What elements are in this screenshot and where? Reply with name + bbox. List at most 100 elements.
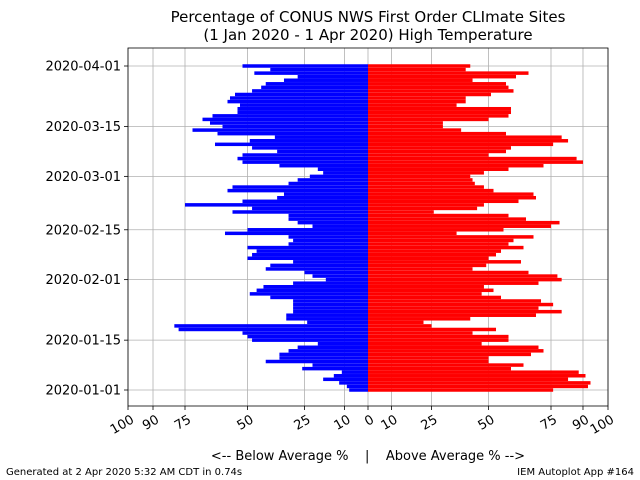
below-average-bar	[263, 285, 368, 289]
x-tick-label: 75	[172, 412, 194, 433]
below-average-bar	[312, 363, 368, 367]
above-average-bar	[368, 192, 534, 196]
above-average-bar	[368, 185, 484, 189]
below-average-bar	[242, 199, 368, 204]
below-average-bar	[333, 374, 368, 378]
above-average-bar	[368, 153, 489, 157]
above-average-bar	[368, 106, 512, 111]
footer-app: IEM Autoplot App #164	[517, 467, 634, 478]
above-average-bar	[368, 366, 512, 371]
below-average-bar	[209, 121, 368, 125]
above-average-bar	[368, 160, 583, 164]
above-average-bar	[368, 135, 562, 139]
above-average-bar	[368, 256, 489, 261]
above-average-bar	[368, 249, 502, 253]
chart-title-line-2: (1 Jan 2020 - 1 Apr 2020) High Temperatu…	[203, 26, 532, 44]
above-average-bar	[368, 245, 524, 250]
below-average-bar	[252, 338, 368, 342]
above-average-bar	[368, 374, 586, 378]
below-average-bar	[279, 163, 368, 168]
above-average-bar	[368, 363, 524, 367]
above-average-bar	[368, 188, 494, 193]
below-average-bar	[312, 224, 368, 228]
below-average-bar	[212, 114, 368, 118]
above-average-bar	[368, 356, 489, 360]
x-tick-label: 100	[108, 412, 137, 437]
above-average-bar	[368, 149, 507, 154]
below-average-bar	[237, 106, 368, 111]
below-average-bar	[302, 366, 368, 371]
below-average-bar	[192, 128, 368, 132]
below-average-bar	[232, 185, 368, 189]
above-average-bar	[368, 128, 462, 132]
below-average-bar	[270, 263, 368, 268]
below-average-bar	[265, 267, 368, 271]
above-average-bar	[368, 156, 577, 161]
below-average-bar	[297, 345, 368, 350]
x-tick-label: 25	[292, 412, 314, 433]
below-average-bar	[307, 320, 368, 325]
above-average-bar	[368, 309, 562, 314]
above-average-bar	[368, 274, 558, 278]
above-average-bar	[368, 181, 475, 186]
below-average-bar	[277, 195, 368, 200]
below-average-bar	[339, 381, 368, 385]
y-tick-label: 2020-04-01	[45, 60, 121, 75]
below-average-bar	[265, 359, 368, 364]
below-average-bar	[288, 181, 368, 186]
above-average-bar	[368, 163, 544, 168]
below-average-bar	[297, 74, 368, 79]
below-average-bar	[252, 146, 368, 150]
above-average-bar	[368, 64, 471, 68]
below-average-bar	[323, 377, 368, 382]
above-average-bar	[368, 142, 554, 147]
x-tick-label: 90	[140, 412, 162, 433]
below-average-bar	[293, 302, 368, 307]
above-average-bar	[368, 295, 502, 300]
below-average-bar	[293, 309, 368, 314]
above-average-bar	[368, 121, 443, 125]
above-average-bar	[368, 377, 569, 382]
below-average-bar	[252, 89, 368, 93]
y-tick-label: 2020-02-15	[45, 223, 121, 238]
below-average-bar	[249, 292, 368, 296]
below-average-bar	[286, 313, 368, 317]
below-average-bar	[317, 167, 368, 171]
below-average-bar	[293, 299, 368, 303]
below-average-bar	[288, 213, 368, 218]
x-tick-label: 25	[419, 412, 441, 433]
above-average-bar	[368, 359, 489, 364]
below-average-bar	[232, 210, 368, 214]
above-average-bar	[368, 388, 554, 392]
below-average-bar	[247, 228, 368, 232]
x-tick-label: 50	[235, 412, 257, 433]
below-average-bar	[202, 117, 368, 122]
above-average-bar	[368, 228, 504, 232]
below-average-bar	[261, 85, 368, 90]
above-average-bar	[368, 334, 509, 339]
below-average-bar	[323, 171, 368, 175]
above-average-bar	[368, 260, 522, 264]
below-average-bar	[242, 331, 368, 335]
below-average-bar	[247, 256, 368, 261]
below-average-bar	[247, 334, 368, 339]
below-average-bar	[174, 324, 368, 328]
below-average-bar	[279, 352, 368, 357]
above-average-bar	[368, 78, 473, 82]
above-average-bar	[368, 252, 497, 257]
below-average-bar	[217, 131, 368, 136]
above-average-bar	[368, 285, 484, 289]
x-tick-label: 10	[332, 412, 354, 433]
above-average-bar	[368, 96, 466, 100]
above-average-bar	[368, 117, 489, 122]
above-average-bar	[368, 195, 537, 200]
x-tick-label: 50	[476, 412, 498, 433]
above-average-bar	[368, 324, 432, 328]
below-average-bar	[317, 341, 368, 346]
above-average-bar	[368, 174, 471, 179]
below-average-bar	[254, 71, 368, 75]
x-axis-label: <-- Below Average % | Above Average % --…	[211, 449, 525, 464]
above-average-bar	[368, 277, 562, 282]
below-average-bar	[309, 174, 368, 179]
above-average-bar	[368, 384, 588, 389]
